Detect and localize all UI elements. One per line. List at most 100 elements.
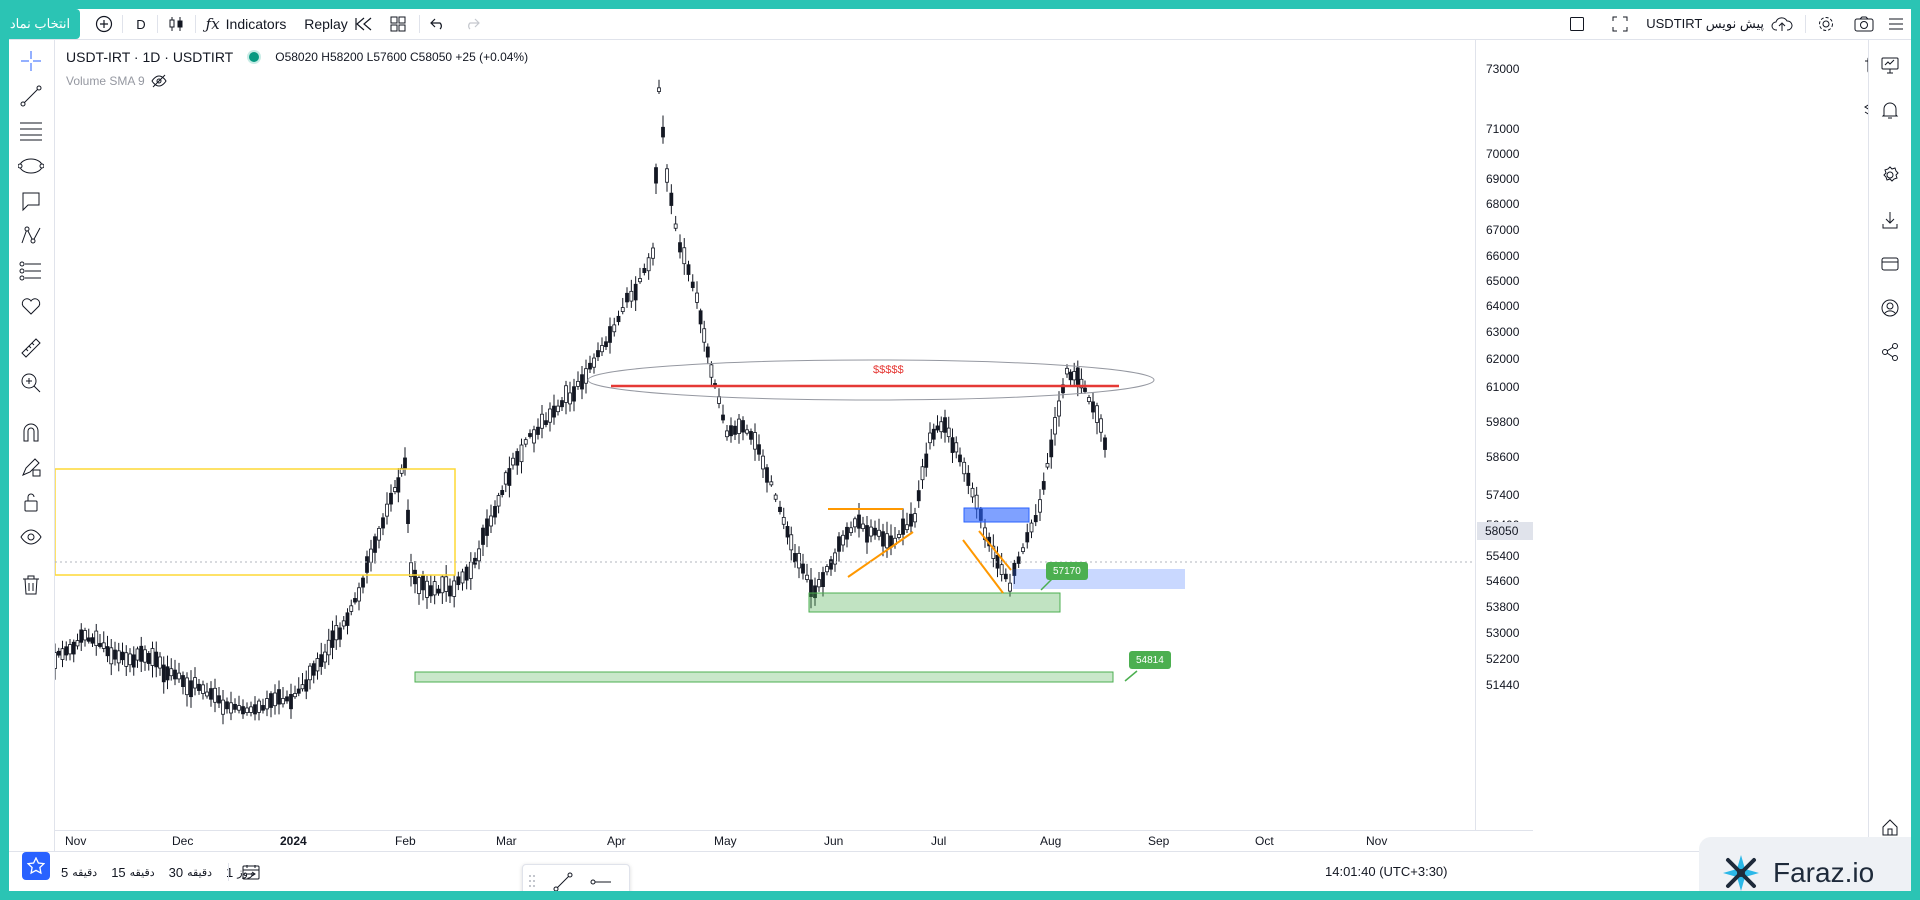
candle-body [189, 680, 193, 698]
interval-button[interactable]: 15 دقیقه [111, 865, 154, 880]
favorites-star-button[interactable] [22, 852, 50, 880]
crosshair-icon[interactable] [16, 46, 46, 76]
candle-body [311, 663, 316, 676]
eye-hidden-icon[interactable] [151, 74, 167, 88]
candle-body [633, 283, 638, 301]
lock-icon[interactable] [16, 487, 46, 517]
candle-body [86, 637, 91, 642]
menu-icon[interactable] [1883, 9, 1909, 39]
candle-body [946, 427, 951, 438]
indicators-button[interactable]: ƒx Indicators [201, 9, 291, 39]
indicator-label[interactable]: Volume SMA 9 [66, 74, 145, 88]
candle-body [193, 677, 197, 689]
blue-target-zone[interactable] [1013, 569, 1185, 589]
annotation-icon[interactable] [16, 186, 46, 216]
square-icon[interactable] [1562, 9, 1592, 39]
last-price-label: 58050 [1477, 522, 1533, 540]
monitor-icon[interactable] [1875, 50, 1905, 80]
candle-body [98, 643, 102, 647]
liquidity-ellipse[interactable] [587, 359, 1155, 401]
demand-zone-upper[interactable] [808, 592, 1061, 613]
candle-body [845, 526, 849, 540]
candle-body [905, 524, 909, 531]
trash-icon[interactable] [16, 570, 46, 600]
candle-body [217, 695, 221, 704]
candle-body [409, 562, 413, 578]
candle-body [135, 648, 140, 661]
candle-body [389, 492, 393, 505]
candle-body [588, 362, 592, 370]
candle-body [924, 453, 929, 468]
card-icon[interactable] [1875, 249, 1905, 279]
undo-icon[interactable] [423, 9, 453, 39]
redo-icon[interactable] [457, 9, 487, 39]
orange-trend-line[interactable] [847, 531, 914, 578]
orange-wedge-upper[interactable] [978, 530, 1012, 571]
interval-button[interactable]: 30 دقیقه [169, 865, 212, 880]
orange-wedge-lower[interactable] [962, 539, 1004, 594]
trend-line-icon[interactable] [16, 81, 46, 111]
calendar-range-icon[interactable] [236, 857, 266, 887]
symbol-title[interactable]: USDT-IRT · 1D · USDTIRT [66, 49, 234, 65]
line-tool-icon[interactable] [551, 870, 575, 891]
layouts-icon[interactable] [383, 9, 413, 39]
ruler-icon[interactable] [16, 333, 46, 363]
home-icon[interactable] [1875, 812, 1905, 842]
candle-body [833, 552, 837, 565]
price-chart[interactable] [55, 40, 1475, 830]
interval-button[interactable]: 5 دقیقه [61, 865, 97, 880]
candlestick-series [55, 79, 1107, 725]
candle-body [109, 647, 114, 665]
ticker-label[interactable]: USDTIRT پیش نویس [1646, 16, 1764, 31]
patterns-icon[interactable] [16, 221, 46, 251]
candle-body [801, 563, 805, 574]
heart-icon[interactable] [16, 291, 46, 321]
yellow-range-box[interactable] [55, 468, 456, 576]
camera-icon[interactable] [1849, 9, 1879, 39]
candles-icon[interactable] [161, 9, 191, 39]
price-bubble-2[interactable]: 54814 [1129, 651, 1171, 669]
time-axis[interactable]: Nov Dec 2024 Feb Mar Apr May Jun Jul Aug Sep Oct Nov [55, 830, 1533, 851]
zoom-in-icon[interactable] [16, 368, 46, 398]
drag-handle-icon[interactable] [527, 873, 537, 889]
candle-body [205, 691, 209, 697]
blue-order-block[interactable] [963, 507, 1030, 523]
candle-body [143, 649, 147, 663]
download-icon[interactable] [1875, 205, 1905, 235]
candle-body [396, 477, 401, 493]
symbol-search-button[interactable]: انتخاب نماد [9, 9, 80, 39]
candle-body [113, 649, 117, 660]
gear-icon[interactable] [1811, 9, 1841, 39]
candle-body [1079, 378, 1084, 389]
candle-body [669, 192, 674, 206]
price-axis[interactable]: 73000 71000 70000 69000 68000 67000 66000 65000… [1475, 40, 1534, 830]
fib-retracement-icon[interactable] [16, 116, 46, 146]
clock[interactable]: 14:01:40 (UTC+3:30) [1325, 864, 1448, 879]
candle-body [540, 413, 544, 429]
stay-in-drawing-icon[interactable] [16, 452, 46, 482]
settings-icon[interactable] [1875, 160, 1905, 190]
account-icon[interactable] [1875, 293, 1905, 323]
candle-body [1091, 401, 1095, 413]
price-bubble-1[interactable]: 57170 [1046, 562, 1088, 580]
prediction-icon[interactable] [16, 256, 46, 286]
fullscreen-icon[interactable] [1605, 9, 1635, 39]
candle-body [75, 640, 80, 647]
bell-icon[interactable] [1875, 95, 1905, 125]
interval-button[interactable]: D [136, 16, 146, 32]
cloud-upload-icon[interactable] [1767, 9, 1797, 39]
candle-body [970, 487, 975, 498]
price-tick-label: 66000 [1486, 249, 1520, 263]
shapes-icon[interactable] [16, 151, 46, 181]
demand-zone-lower[interactable] [414, 671, 1114, 683]
candle-body [241, 706, 245, 715]
magnet-icon[interactable] [16, 417, 46, 447]
replay-button[interactable]: Replay [299, 9, 379, 39]
candle-body [338, 627, 342, 640]
plus-circle-icon[interactable] [89, 9, 119, 39]
share-icon[interactable] [1875, 337, 1905, 367]
candle-body [813, 585, 817, 599]
horizontal-ray-icon[interactable] [589, 870, 613, 891]
time-tick-label: Jun [824, 834, 844, 848]
eye-icon[interactable] [16, 522, 46, 552]
